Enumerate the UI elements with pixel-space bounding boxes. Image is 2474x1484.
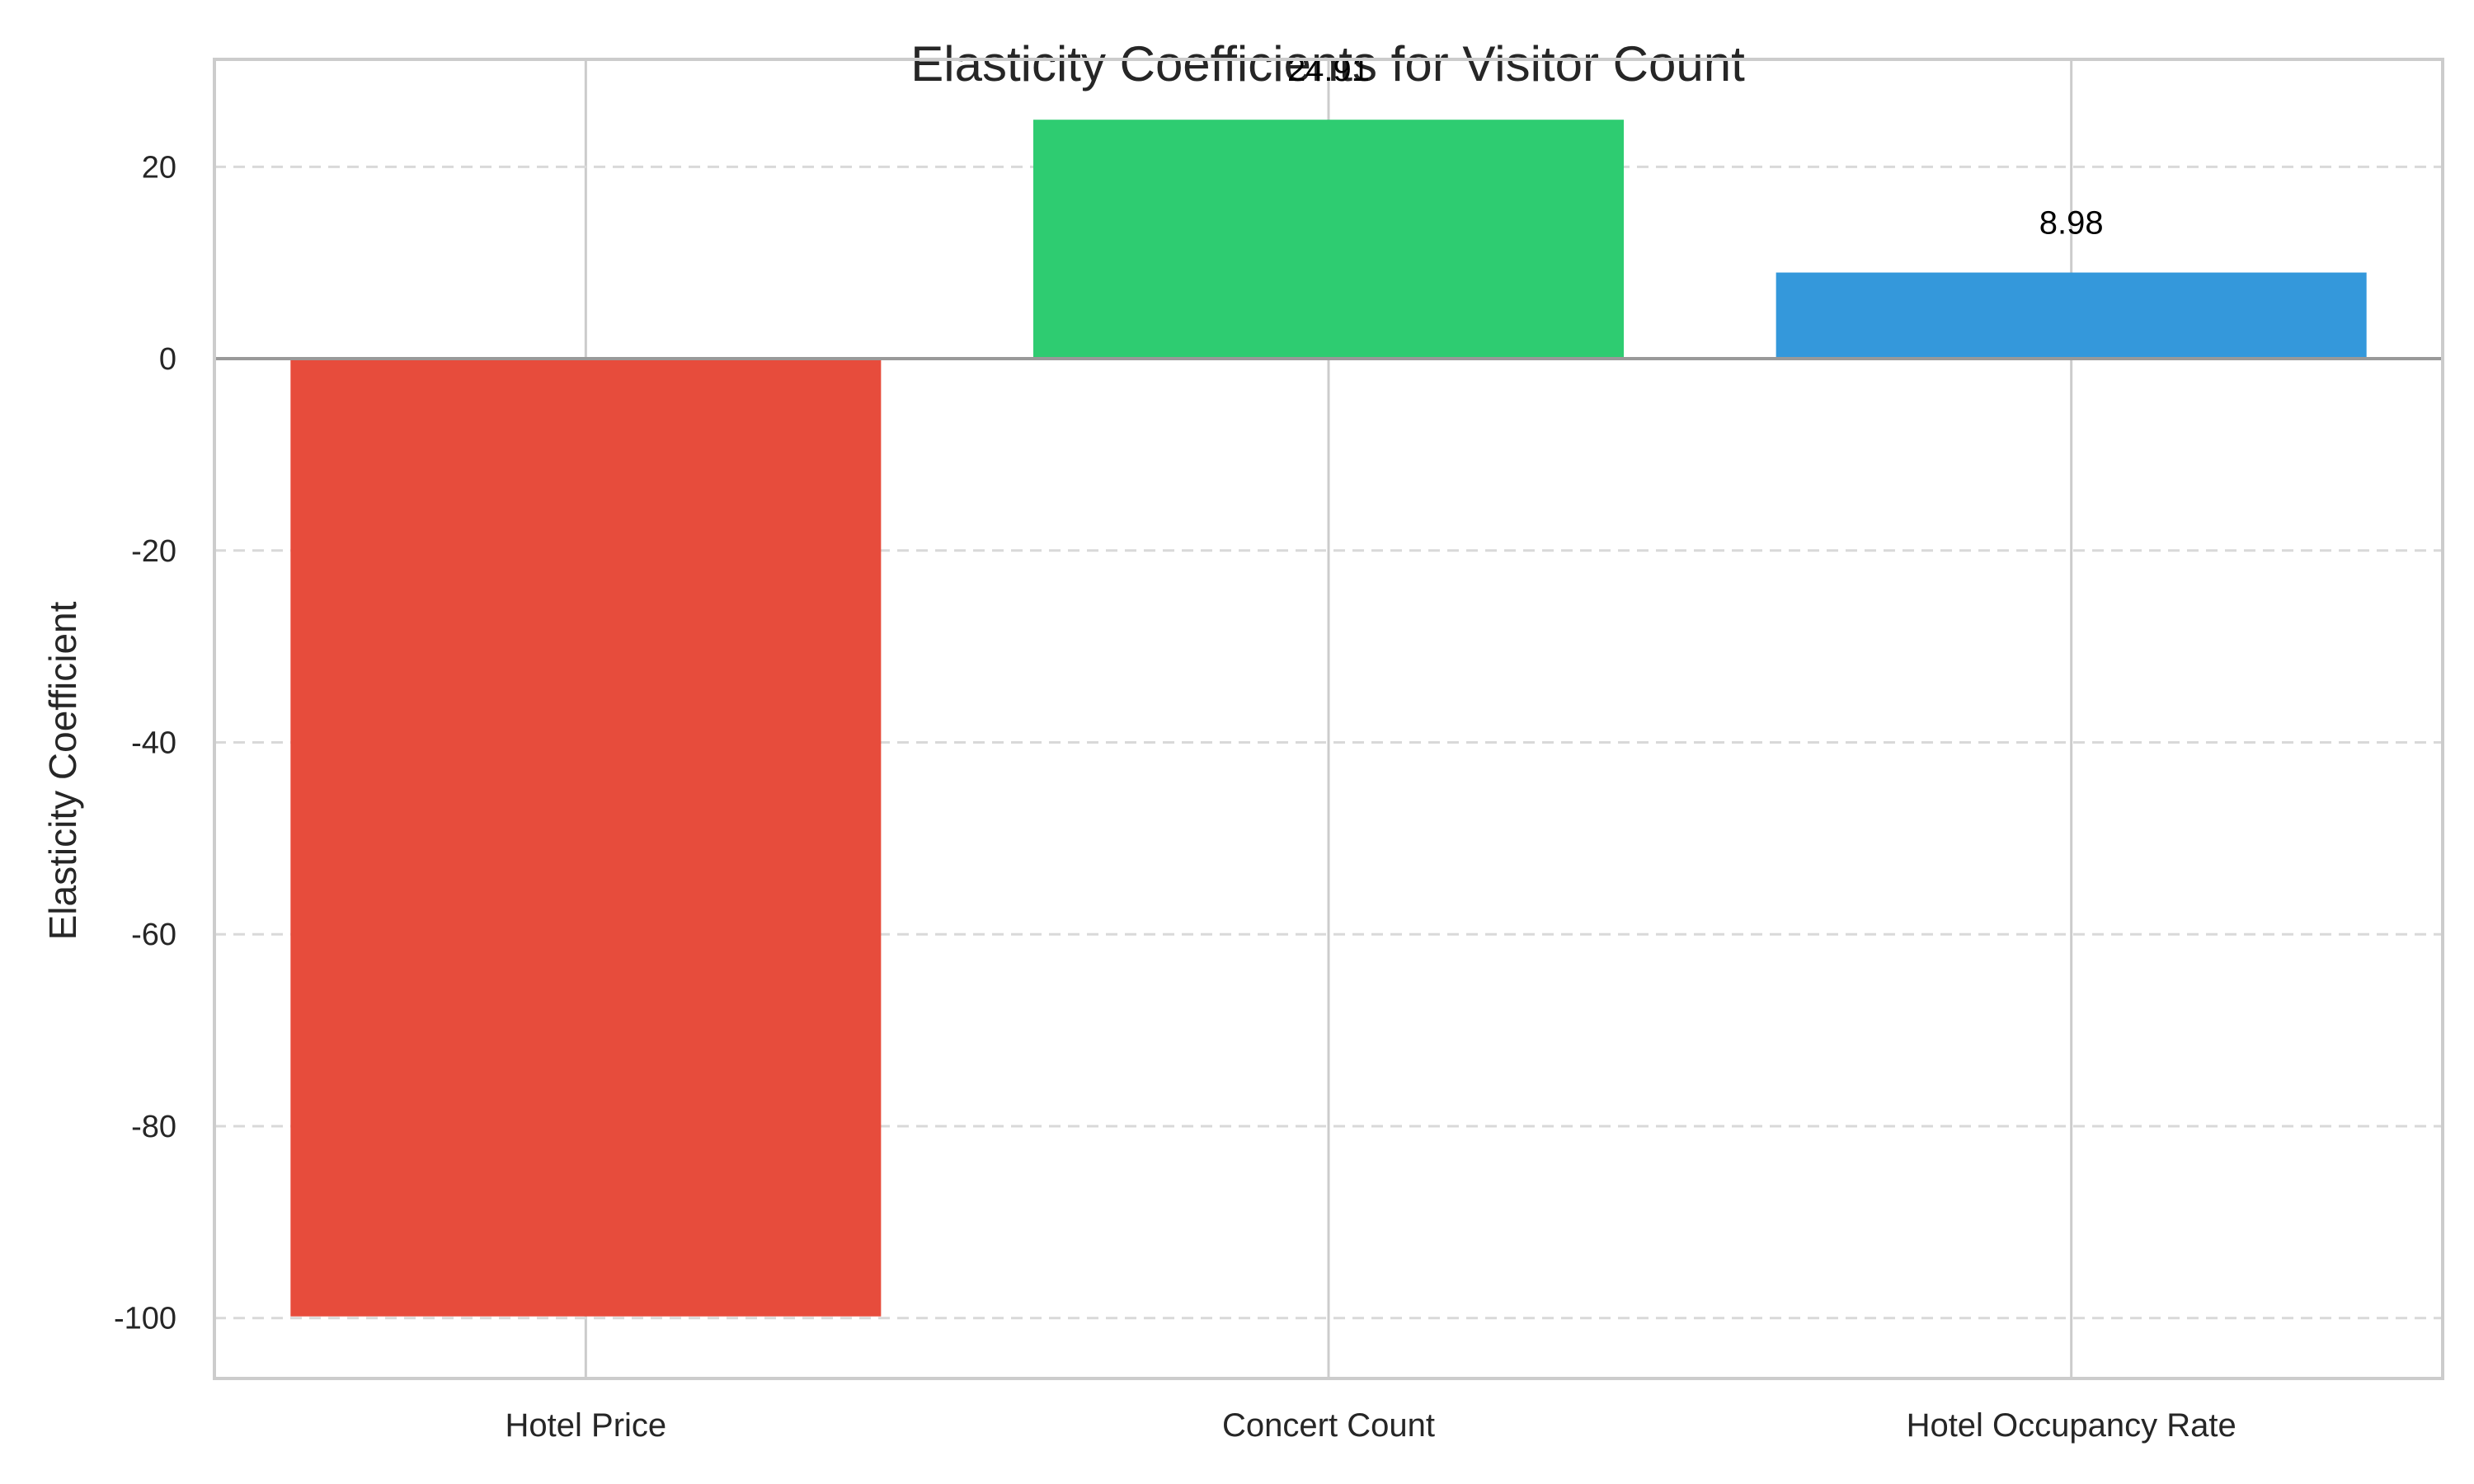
y-tick-label: -60 [131,918,176,952]
data-label: 24.91 [1287,52,1370,88]
y-axis-label: Elasticity Coefficient [41,601,84,940]
y-tick-label: 0 [159,342,176,377]
y-tick-label: -80 [131,1110,176,1144]
data-label: 8.98 [2039,205,2104,242]
y-tick-label: -40 [131,726,176,761]
ticks-layer: -100 -80 -60 -40 -20 0 20 Hotel Price Concert Co… [114,150,2236,1444]
x-tick-label: Hotel Price [506,1407,667,1444]
y-tick-label: -100 [114,1302,176,1336]
bar [290,359,882,1317]
plot-frame [213,58,2444,1380]
y-tick-label: 20 [142,150,176,185]
bars-layer [290,120,2367,1317]
x-tick-label: Hotel Occupancy Rate [1907,1407,2236,1444]
x-tick-label: Concert Count [1222,1407,1435,1444]
bar [1032,120,1625,359]
y-tick-label: -20 [131,534,176,569]
bar [1776,272,2367,359]
